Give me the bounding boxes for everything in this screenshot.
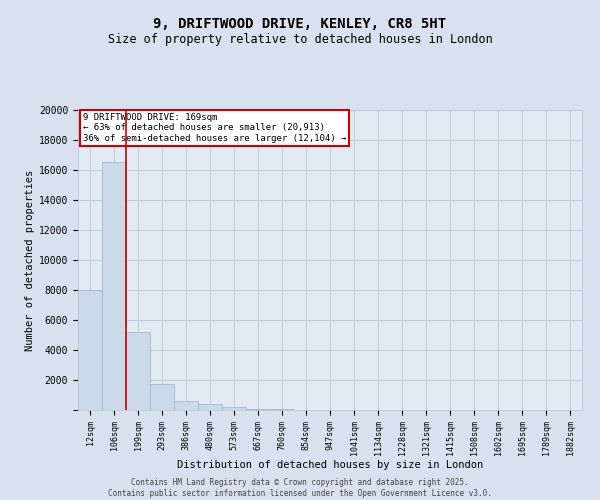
Bar bbox=[126, 332, 150, 410]
Bar bbox=[198, 404, 222, 410]
Bar bbox=[174, 401, 198, 410]
Bar bbox=[102, 162, 126, 410]
Bar bbox=[78, 290, 102, 410]
Bar bbox=[150, 384, 174, 410]
X-axis label: Distribution of detached houses by size in London: Distribution of detached houses by size … bbox=[177, 460, 483, 470]
Bar bbox=[270, 409, 294, 410]
Text: Contains HM Land Registry data © Crown copyright and database right 2025.
Contai: Contains HM Land Registry data © Crown c… bbox=[108, 478, 492, 498]
Y-axis label: Number of detached properties: Number of detached properties bbox=[25, 170, 35, 350]
Bar bbox=[246, 408, 270, 410]
Text: Size of property relative to detached houses in London: Size of property relative to detached ho… bbox=[107, 32, 493, 46]
Text: 9 DRIFTWOOD DRIVE: 169sqm
← 63% of detached houses are smaller (20,913)
36% of s: 9 DRIFTWOOD DRIVE: 169sqm ← 63% of detac… bbox=[83, 113, 346, 143]
Bar bbox=[222, 407, 246, 410]
Text: 9, DRIFTWOOD DRIVE, KENLEY, CR8 5HT: 9, DRIFTWOOD DRIVE, KENLEY, CR8 5HT bbox=[154, 18, 446, 32]
